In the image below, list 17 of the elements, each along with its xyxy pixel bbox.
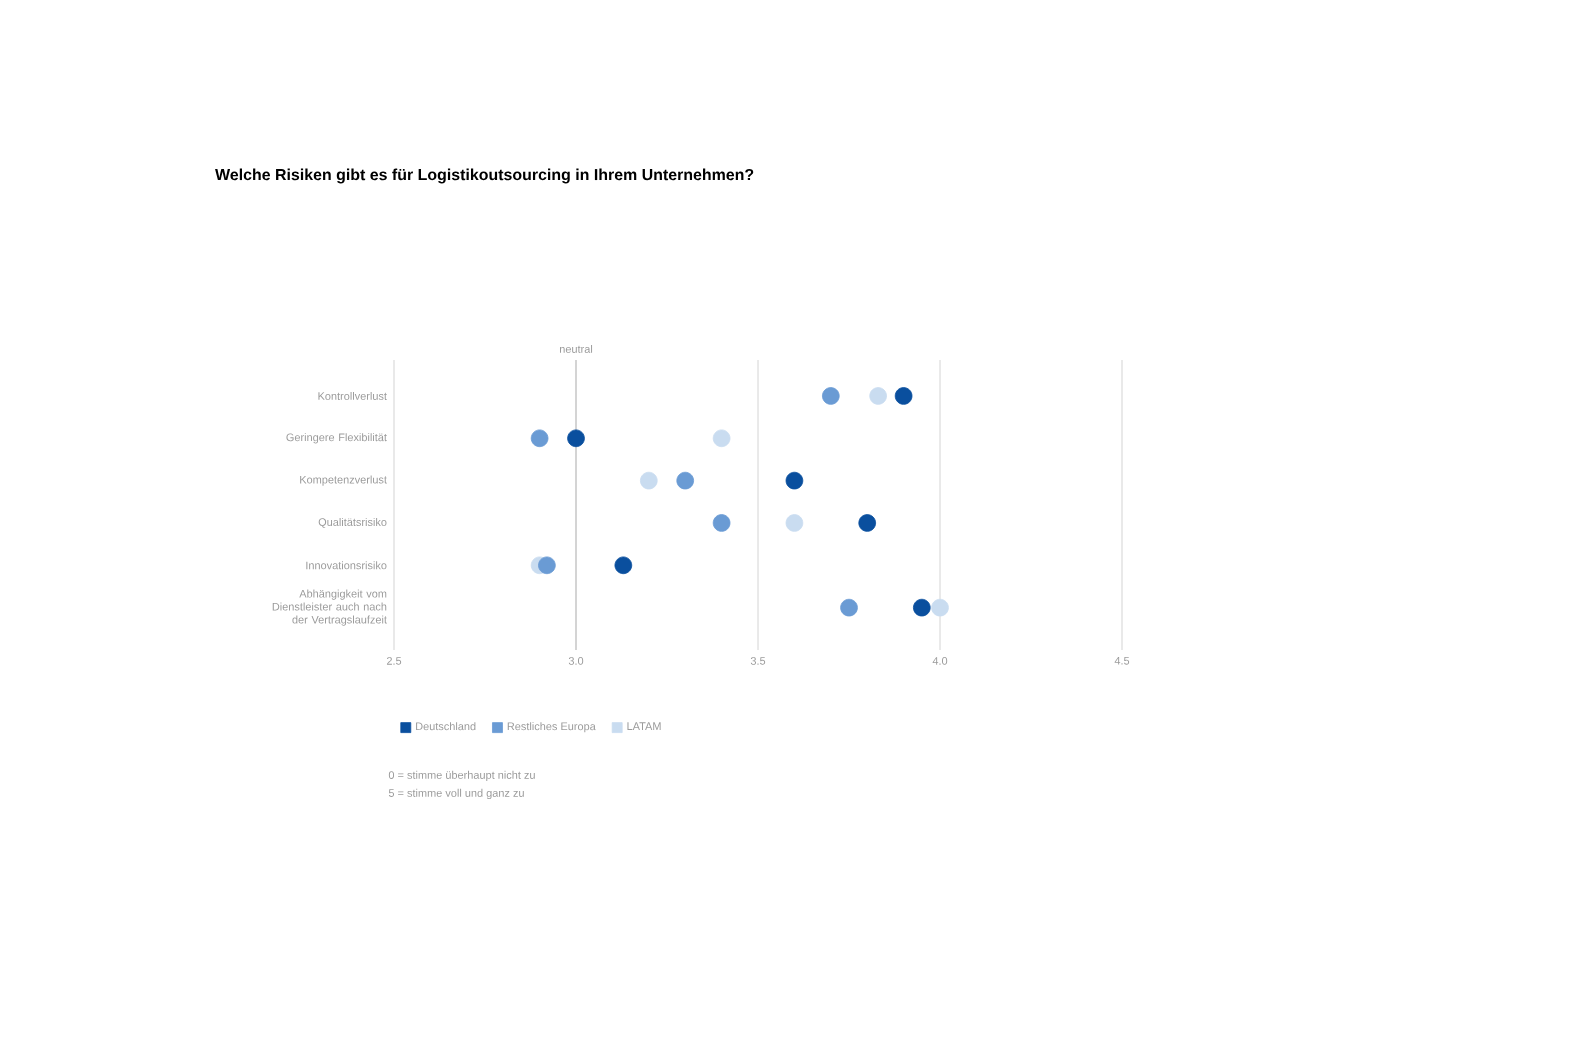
point bbox=[614, 556, 633, 575]
point bbox=[913, 598, 931, 617]
point bbox=[858, 514, 877, 532]
point bbox=[869, 387, 887, 405]
point bbox=[567, 429, 585, 448]
point bbox=[840, 598, 858, 617]
point bbox=[785, 471, 804, 490]
point bbox=[538, 556, 556, 575]
point bbox=[822, 387, 840, 405]
point bbox=[712, 514, 731, 532]
point bbox=[530, 429, 549, 448]
point bbox=[640, 471, 658, 490]
point bbox=[894, 387, 913, 405]
point bbox=[931, 598, 949, 617]
point bbox=[785, 514, 804, 532]
point bbox=[676, 471, 695, 490]
point bbox=[712, 429, 731, 448]
